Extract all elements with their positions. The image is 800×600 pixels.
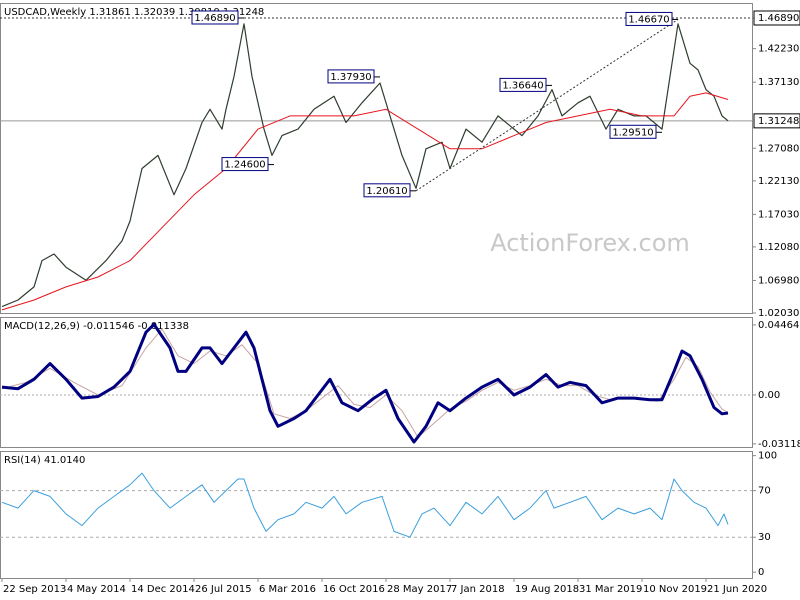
rsi-panel [0,451,753,579]
x-tick-label: 16 Oct 2016 [323,584,385,595]
annotation-label: 1.29510 [612,127,653,138]
annotation-box [221,157,269,172]
x-tick-label: 21 Jun 2020 [707,584,767,595]
annotation-label: 1.37930 [330,72,371,83]
y-tick-label: 1.12080 [758,242,799,253]
trend-line [415,19,679,192]
panel-title: USDCAD,Weekly 1.31861 1.32039 1.30810 1.… [4,7,264,18]
last-price-label: 1.31248 [758,116,799,127]
y-tick-label: 0.044642 [758,320,800,331]
x-tick-label: 7 Jan 2018 [451,584,505,595]
macd-panel [0,317,753,448]
watermark: ActionForex.com [490,229,690,257]
y-tick-label: 1.06980 [758,275,799,286]
y-tick-label: -0.031183 [758,439,800,450]
annotation-box [363,183,411,198]
y-tick-label: 0 [758,567,764,578]
last-price-box [753,113,800,129]
series-line [1,322,729,444]
y-tick-label: 1.46890 [758,13,799,24]
annotation-label: 1.20610 [366,186,407,197]
x-tick-label: 6 Mar 2016 [259,584,316,595]
price-panel [0,3,753,314]
series-line [1,92,729,311]
annotation-box [191,10,239,25]
y-tick-label: 1.22130 [758,176,799,187]
panel-title: MACD(12,26,9) -0.011546 -0.011338 [4,321,189,332]
x-tick-label: 31 Mar 2019 [579,584,642,595]
x-tick-label: 14 Dec 2014 [131,584,195,595]
level-label-box [753,10,800,26]
annotation-box [625,11,673,26]
y-tick-label: 1.37130 [758,77,799,88]
panel-title: RSI(14) 41.0140 [4,455,85,466]
annotation-label: 1.36640 [502,80,543,91]
y-tick-label: 1.27080 [758,143,799,154]
y-tick-label: 100 [758,451,777,462]
y-tick-label: 0.00 [758,390,780,401]
annotation-box [327,69,375,84]
series-line [1,23,729,308]
x-tick-label: 28 May 2017 [387,584,452,595]
annotation-label: 1.46670 [628,14,669,25]
series-line [1,472,729,538]
x-tick-label: 19 Aug 2018 [515,584,579,595]
x-tick-label: 10 Nov 2019 [643,584,707,595]
y-tick-label: 1.17030 [758,209,799,220]
annotation-label: 1.24600 [224,160,265,171]
y-tick-label: 70 [758,486,771,497]
annotation-label: 1.46890 [194,13,235,24]
y-tick-label: 1.02030 [758,308,799,319]
y-tick-label: 30 [758,532,771,543]
y-tick-label: 1.42230 [758,44,799,55]
x-tick-label: 22 Sep 2013 [3,584,66,595]
annotation-box [609,124,657,139]
x-tick-label: 26 Jul 2015 [195,584,252,595]
annotation-box [499,77,547,92]
x-tick-label: 4 May 2014 [67,584,126,595]
